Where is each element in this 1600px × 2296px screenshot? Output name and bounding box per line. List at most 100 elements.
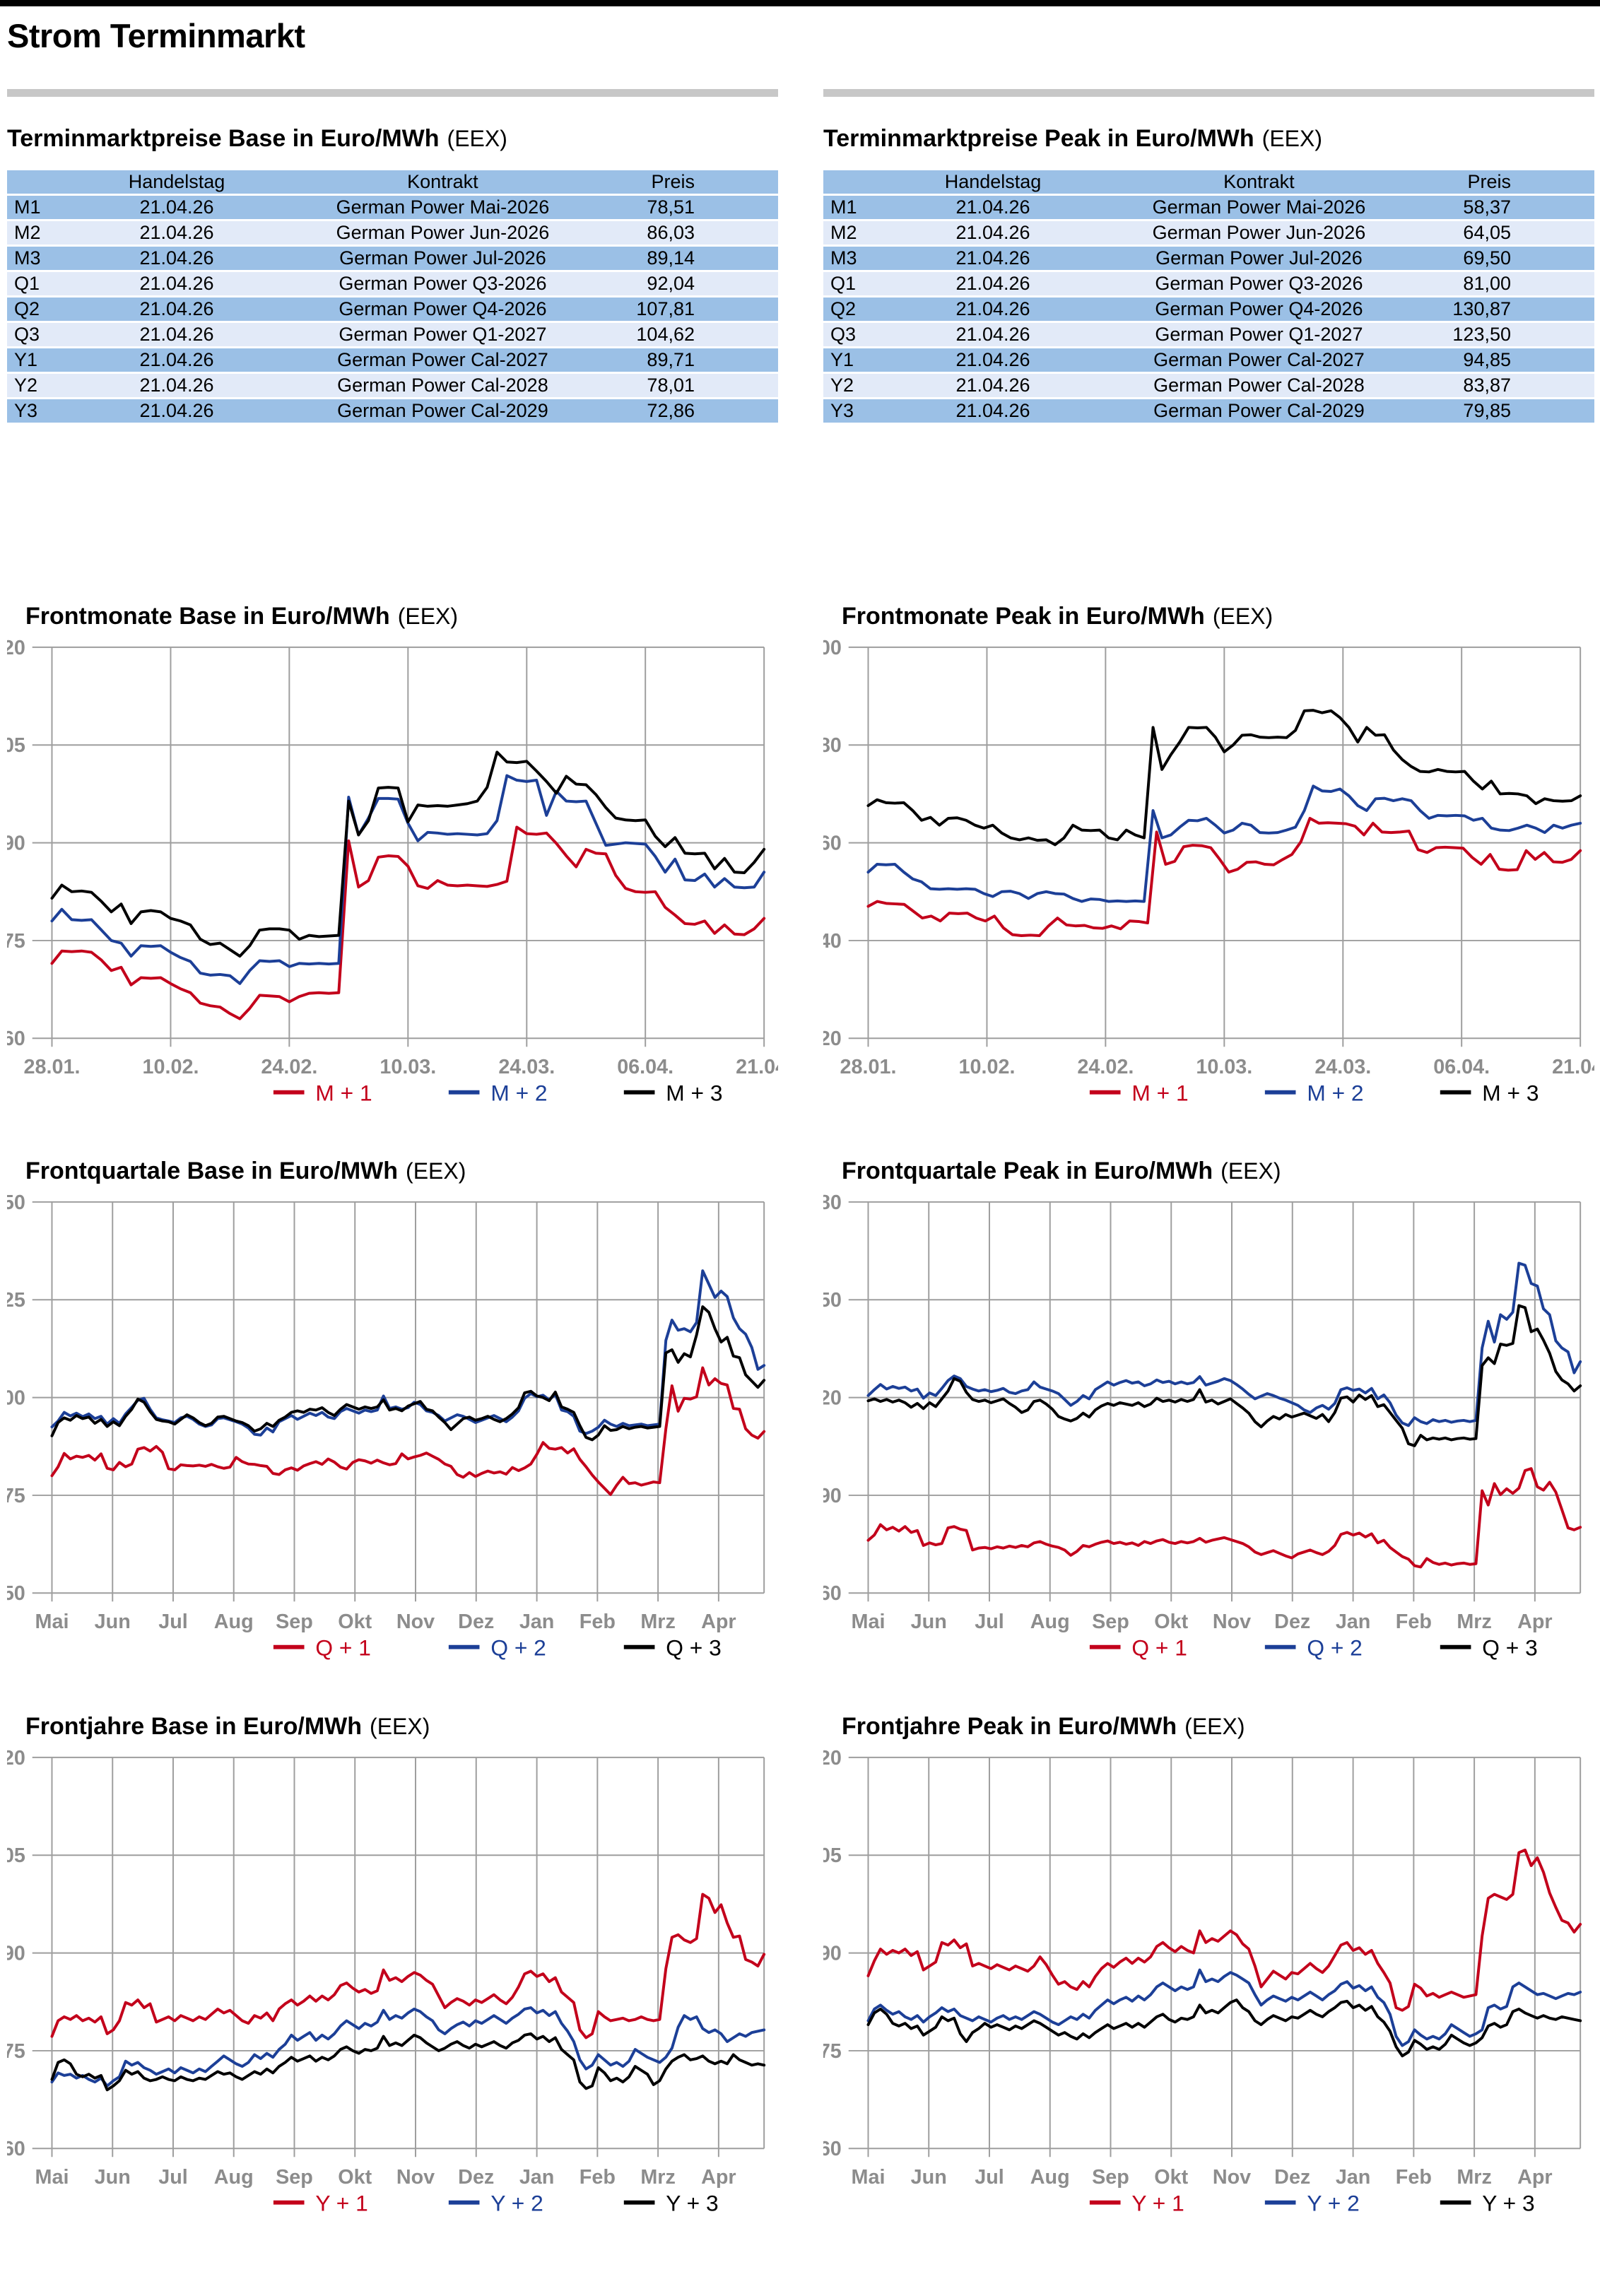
- legend-label: Y + 1: [315, 2190, 367, 2215]
- x-axis-label: Jan: [1336, 1611, 1371, 1633]
- table-cell: M1: [7, 196, 77, 219]
- top-rule: [0, 0, 1600, 6]
- x-axis-label: Aug: [214, 2166, 254, 2189]
- table-cell: German Power Jun-2026: [1093, 221, 1425, 245]
- section-title: Terminmarktpreise Base in Euro/MWh: [7, 125, 440, 152]
- table-cell: Q1: [823, 272, 893, 295]
- y-axis-label: 100: [7, 1387, 25, 1410]
- table-cell: 58,37: [1424, 196, 1594, 219]
- table-cell: 21.04.26: [76, 399, 277, 423]
- col-header-empty: [823, 170, 893, 194]
- x-axis-label: Feb: [580, 1611, 616, 1633]
- series-line-q+3: [866, 1304, 1582, 1448]
- series-line-y+1: [50, 1892, 766, 2039]
- chart-title-frontjahre-peak: Frontjahre Peak in Euro/MWh (EEX): [823, 1713, 1594, 1741]
- col-header-handelstag: Handelstag: [893, 170, 1093, 194]
- series-line-q+2: [50, 1269, 766, 1437]
- table-cell: German Power Jul-2026: [276, 247, 608, 270]
- y-axis-label: 120: [7, 1746, 25, 1769]
- table-header-row: Handelstag Kontrakt Preis: [7, 170, 778, 194]
- table-cell: 104,62: [608, 323, 778, 346]
- x-axis-label: Jun: [95, 1611, 131, 1633]
- table-cell: 21.04.26: [76, 247, 277, 270]
- table-cell: Q3: [823, 323, 893, 346]
- col-header-preis: Preis: [1424, 170, 1594, 194]
- series-line-q+1: [866, 1467, 1582, 1569]
- table-cell: 107,81: [608, 298, 778, 321]
- x-axis-label: Nov: [1213, 2166, 1251, 2189]
- y-axis-label: 90: [823, 1485, 842, 1507]
- table-cell: M2: [823, 221, 893, 245]
- table-cell: 21.04.26: [893, 196, 1093, 219]
- table-row: M1 21.04.26 German Power Mai-2026 78,51: [7, 196, 778, 219]
- table-row: M3 21.04.26 German Power Jul-2026 89,14: [7, 247, 778, 270]
- x-axis-label: Sep: [1092, 1611, 1129, 1633]
- chart-frontjahre-base: 60 75 90 105 120 Mai Jun Jul Aug Sep Okt Nov Dez Jan F…: [7, 1746, 778, 2230]
- table-cell: German Power Q1-2027: [276, 323, 608, 346]
- table-cell: 94,85: [1424, 348, 1594, 372]
- table-cell: 21.04.26: [893, 374, 1093, 397]
- table-cell: German Power Cal-2028: [276, 374, 608, 397]
- y-axis-label: 90: [7, 832, 25, 854]
- x-axis-label: Sep: [276, 1611, 313, 1633]
- x-axis-label: Jul: [158, 2166, 188, 2189]
- table-cell: 79,85: [1424, 399, 1594, 423]
- table-cell: German Power Cal-2028: [1093, 374, 1425, 397]
- table-cell: Y3: [7, 399, 77, 423]
- chart-title-frontjahre-base: Frontjahre Base in Euro/MWh (EEX): [7, 1713, 778, 1741]
- page-title: Strom Terminmarkt: [7, 17, 305, 54]
- chart-frontjahre-peak: 60 75 90 105 120 Mai Jun Jul Aug Sep Okt Nov Dez Jan F…: [823, 1746, 1594, 2230]
- table-cell: 21.04.26: [76, 348, 277, 372]
- chart-frontmonate-peak: 20 40 60 80 100 28.01. 10.02. 24.02. 10.03. 24.03…: [823, 636, 1594, 1119]
- x-axis-label: Apr: [1517, 2166, 1553, 2189]
- table-row: M1 21.04.26 German Power Mai-2026 58,37: [823, 196, 1594, 219]
- table-cell: 21.04.26: [76, 298, 277, 321]
- x-axis-label: Sep: [276, 2166, 313, 2189]
- table-cell: 21.04.26: [893, 298, 1093, 321]
- table-cell: German Power Cal-2029: [276, 399, 608, 423]
- series-line-y+2: [866, 1968, 1582, 2047]
- chart-title-suffix: (EEX): [370, 1713, 430, 1739]
- chart-title-suffix: (EEX): [1220, 1158, 1281, 1184]
- table-body: M1 21.04.26 German Power Mai-2026 58,37 M2 21…: [823, 196, 1594, 423]
- table-cell: German Power Jun-2026: [276, 221, 608, 245]
- x-axis-label: Jan: [519, 2166, 555, 2189]
- legend-label: Q + 2: [1307, 1635, 1362, 1661]
- legend-label: M + 3: [666, 1081, 722, 1106]
- x-axis-label: Dez: [1274, 1611, 1310, 1633]
- table-cell: 72,86: [608, 399, 778, 423]
- y-axis-label: 105: [7, 1844, 25, 1867]
- section-frontmonate-base: Frontmonate Base in Euro/MWh (EEX) 60 75 90…: [7, 603, 778, 1119]
- chart-title-suffix: (EEX): [1212, 604, 1273, 629]
- table-cell: 21.04.26: [76, 221, 277, 245]
- x-axis-label: Apr: [701, 2166, 736, 2189]
- legend-label: Y + 1: [1131, 2190, 1184, 2215]
- x-axis-label: Feb: [580, 2166, 616, 2189]
- table-cell: 21.04.26: [893, 247, 1093, 270]
- y-axis-label: 75: [7, 1485, 25, 1507]
- series-line-q+3: [50, 1305, 766, 1442]
- x-axis-label: Nov: [1213, 1611, 1251, 1633]
- series-line-y+1: [866, 1848, 1582, 2012]
- x-axis-label: Mai: [852, 2166, 886, 2189]
- chart-frontquartale-peak: 60 90 120 150 180 Mai Jun Jul Aug Sep Okt Nov Dez Jan…: [823, 1191, 1594, 1674]
- table-cell: 21.04.26: [76, 196, 277, 219]
- chart-title-suffix: (EEX): [406, 1158, 466, 1184]
- chart-title-suffix: (EEX): [1184, 1713, 1245, 1739]
- x-axis-label: Dez: [458, 1611, 494, 1633]
- y-axis-label: 20: [823, 1028, 842, 1050]
- section-title-suffix: (EEX): [1261, 126, 1322, 151]
- x-axis-label: Mrz: [640, 1611, 676, 1633]
- y-axis-label: 120: [7, 637, 25, 659]
- table-cell: 78,51: [608, 196, 778, 219]
- legend-label: Q + 3: [666, 1635, 721, 1661]
- chart-title-frontquartale-peak: Frontquartale Peak in Euro/MWh (EEX): [823, 1158, 1594, 1185]
- section-title-suffix: (EEX): [447, 126, 507, 151]
- table-cell: German Power Cal-2029: [1093, 399, 1425, 423]
- table-cell: 21.04.26: [76, 323, 277, 346]
- x-axis-label: Dez: [458, 2166, 494, 2189]
- table-cell: Q2: [823, 298, 893, 321]
- x-axis-label: 24.02.: [1077, 1056, 1134, 1078]
- y-axis-label: 60: [7, 2138, 25, 2160]
- series-line-y+3: [866, 1998, 1582, 2057]
